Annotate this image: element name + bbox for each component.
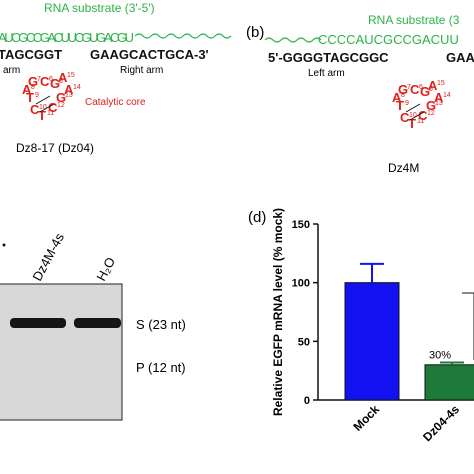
band-label: P (12 nt) [136, 360, 186, 375]
left-dna: TAGCGGT [0, 47, 62, 62]
core-number: 14 [73, 84, 81, 91]
core-letter: C [418, 108, 428, 123]
core-number: 10 [39, 104, 47, 111]
rna-seq: AUCGCCGACUUCGUGACGU [0, 30, 134, 45]
band-label: S (23 nt) [136, 317, 186, 332]
core-number: 13 [435, 100, 443, 107]
lane-label: Dz4M-4s [29, 230, 67, 283]
arm-label: Right arm [120, 65, 163, 76]
y-tick-label: 0 [304, 395, 310, 407]
substrate-label: RNA substrate (3'-5') [44, 1, 155, 15]
left-dna: 5'-GGGGTAGCGGC [268, 50, 389, 65]
core-letter: C [410, 82, 420, 97]
core-letter: A [58, 70, 68, 85]
bar [344, 282, 400, 401]
core-letter: G [50, 76, 60, 91]
core-number: 11 [47, 110, 54, 117]
bar [424, 364, 474, 401]
core-number: 9 [35, 92, 39, 99]
bracket [462, 292, 474, 360]
core-letter: T [38, 108, 46, 123]
core-number: 6 [419, 84, 423, 91]
core-label: Catalytic core [85, 97, 146, 108]
substrate-label: RNA substrate (3 [368, 13, 460, 27]
core-number: 7 [407, 84, 411, 91]
core-number: 9 [405, 100, 409, 107]
core-number: 5 [59, 78, 63, 85]
rna-seq: CCCCAUCGCCGACUU [318, 32, 459, 47]
band [74, 318, 121, 328]
core-number: 6 [49, 76, 53, 83]
core-number: 15 [67, 72, 75, 79]
x-tick-label: Dz04-4s [420, 402, 462, 444]
panel-tag: (d) [248, 209, 266, 226]
y-tick-label: 100 [292, 278, 310, 290]
dot [2, 243, 6, 247]
y-axis-label: Relative EGFP mRNA level (% mock) [271, 208, 285, 416]
enzyme-name: Dz4M [388, 161, 419, 175]
bar-chart: (d) Relative EGFP mRNA level (% mock) 0 50 1… [248, 208, 474, 444]
gel [0, 283, 123, 421]
core-letter: C [30, 102, 40, 117]
pair-line [39, 103, 55, 113]
core-letter: G [426, 98, 436, 113]
core-letter: A [22, 82, 32, 97]
core-letter: G [398, 82, 408, 97]
arm-label: Left arm [308, 68, 345, 79]
rna-wave [264, 37, 322, 43]
core-letter: G [56, 90, 66, 105]
panel-tag: (b) [246, 24, 264, 41]
core-number: 8 [31, 84, 35, 91]
core-letter: A [428, 78, 438, 93]
core-number: 10 [409, 112, 417, 119]
core-letter: C [400, 110, 410, 125]
core-number: 12 [57, 102, 65, 109]
core-number: 14 [443, 92, 451, 99]
y-tick-label: 50 [298, 336, 310, 348]
core-letter: T [396, 98, 404, 113]
pair-line [409, 111, 425, 121]
core-number: 12 [427, 110, 435, 117]
core-letter: C [40, 74, 50, 89]
core-number: 13 [65, 92, 73, 99]
pair-line [405, 103, 421, 113]
arm-label: arm [3, 65, 20, 76]
core-number: 11 [417, 118, 424, 125]
pair-line [35, 95, 51, 105]
core-number: 15 [437, 80, 445, 87]
band [10, 318, 66, 328]
lane-label: H₂O [93, 255, 118, 284]
right-dna: GAAGCACTGCA-3' [90, 47, 209, 62]
enzyme-name: Dz8-17 (Dz04) [16, 141, 94, 155]
core-letter: T [26, 90, 34, 105]
x-tick-label: Mock [351, 402, 383, 434]
core-letter: T [408, 116, 416, 131]
core-letter: A [392, 90, 402, 105]
core-letter: A [434, 90, 444, 105]
core-letter: C [48, 100, 58, 115]
core-number: 5 [429, 86, 433, 93]
core-number: 7 [37, 76, 41, 83]
value-label: 30% [429, 349, 451, 361]
y-tick-label: 150 [292, 219, 310, 231]
right-dna: GAAC [446, 50, 474, 65]
core-letter: G [420, 84, 430, 99]
core-letter: G [28, 74, 38, 89]
rna-wave [134, 33, 232, 39]
core-number: 8 [401, 92, 405, 99]
core-letter: A [64, 82, 74, 97]
